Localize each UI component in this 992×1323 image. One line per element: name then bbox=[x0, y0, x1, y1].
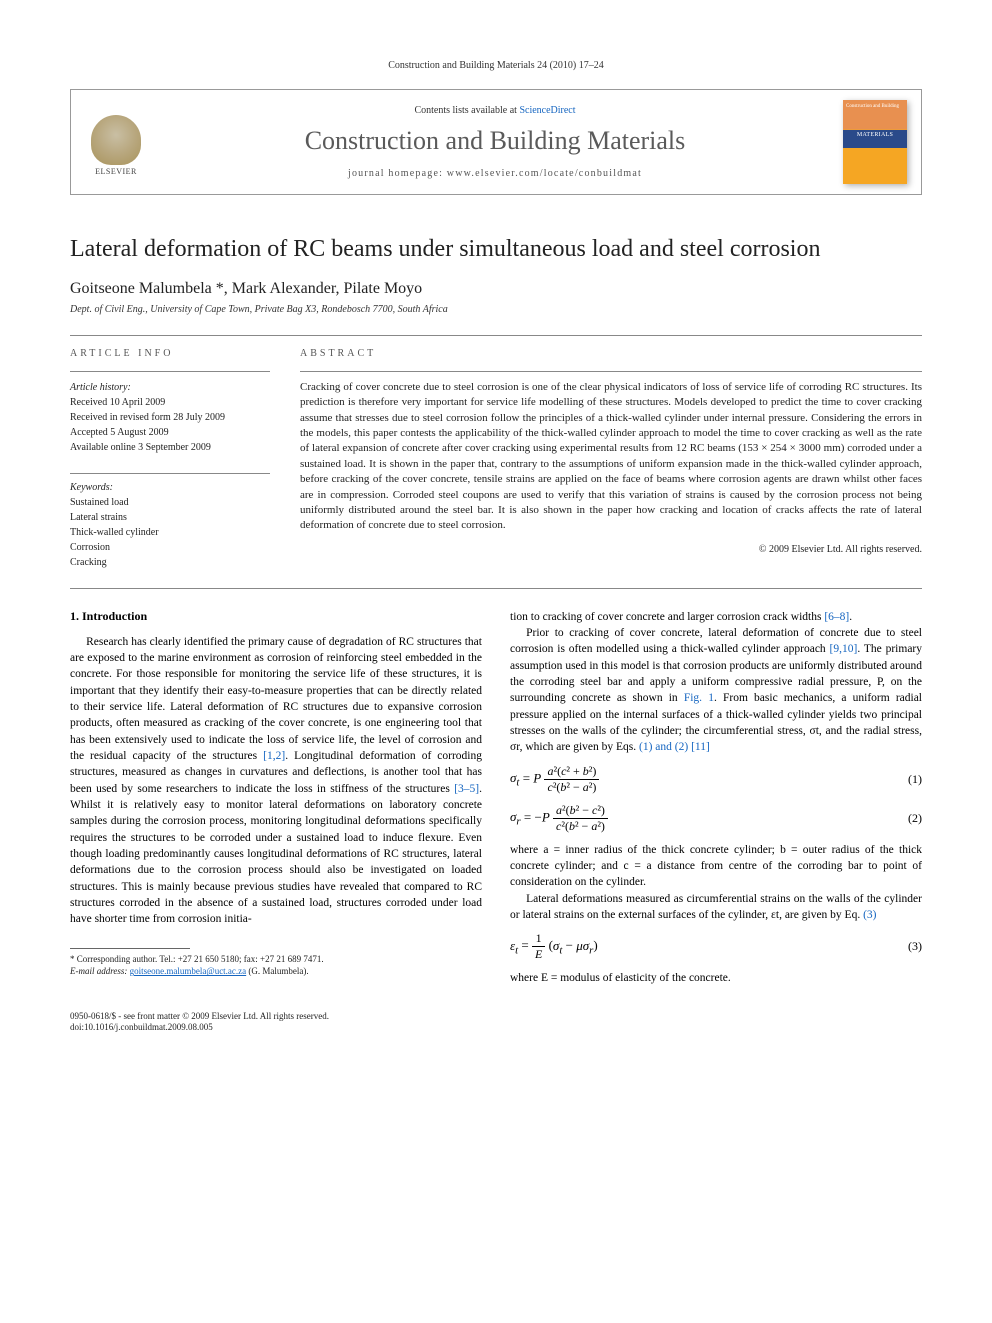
col2-where-2: where E = modulus of elasticity of the c… bbox=[510, 970, 922, 986]
cover-materials-text: MATERIALS bbox=[843, 132, 907, 138]
rule-abs bbox=[300, 371, 922, 372]
keywords-label: Keywords: bbox=[70, 480, 270, 495]
footnote-separator bbox=[70, 948, 190, 949]
text: Research has clearly identified the prim… bbox=[70, 636, 482, 762]
contents-line: Contents lists available at ScienceDirec… bbox=[161, 105, 829, 116]
ref-link[interactable]: (1) and (2) [11] bbox=[639, 741, 710, 753]
eq-number: (2) bbox=[892, 811, 922, 826]
author-list: Goitseone Malumbela *, Mark Alexander, P… bbox=[70, 280, 922, 298]
cover-small-text: Construction and Building bbox=[846, 104, 899, 109]
footer-line-2: doi:10.1016/j.conbuildmat.2009.08.005 bbox=[70, 1022, 922, 1034]
history-revised: Received in revised form 28 July 2009 bbox=[70, 410, 270, 425]
abstract-heading: ABSTRACT bbox=[300, 348, 922, 359]
running-header: Construction and Building Materials 24 (… bbox=[70, 60, 922, 71]
col2-where: where a = inner radius of the thick conc… bbox=[510, 842, 922, 891]
keyword-item: Cracking bbox=[70, 555, 270, 570]
right-column: tion to cracking of cover concrete and l… bbox=[510, 609, 922, 987]
keyword-item: Lateral strains bbox=[70, 510, 270, 525]
col2-para-2: Prior to cracking of cover concrete, lat… bbox=[510, 625, 922, 756]
ref-link[interactable]: [9,10] bbox=[830, 643, 858, 655]
footnote-corr: * Corresponding author. Tel.: +27 21 650… bbox=[70, 953, 482, 966]
affiliation: Dept. of Civil Eng., University of Cape … bbox=[70, 304, 922, 315]
elsevier-label: ELSEVIER bbox=[95, 167, 137, 176]
rule-kw bbox=[70, 473, 270, 474]
left-column: 1. Introduction Research has clearly ide… bbox=[70, 609, 482, 987]
abstract-column: ABSTRACT Cracking of cover concrete due … bbox=[300, 348, 922, 570]
text: tion to cracking of cover concrete and l… bbox=[510, 611, 824, 623]
homepage-prefix: journal homepage: bbox=[348, 168, 447, 179]
author-email-link[interactable]: goitseone.malumbela@uct.ac.za bbox=[130, 966, 247, 976]
journal-cover-thumb: Construction and Building MATERIALS bbox=[843, 100, 907, 184]
history-online: Available online 3 September 2009 bbox=[70, 440, 270, 455]
eq-number: (3) bbox=[892, 939, 922, 954]
section-title: Introduction bbox=[82, 609, 147, 623]
eq-body: σt = P a²(c² + b²)c²(b² − a²) bbox=[510, 764, 892, 795]
article-history: Article history: Received 10 April 2009 … bbox=[70, 380, 270, 455]
article-info-column: ARTICLE INFO Article history: Received 1… bbox=[70, 348, 270, 570]
rule-info bbox=[70, 371, 270, 372]
keyword-item: Thick-walled cylinder bbox=[70, 525, 270, 540]
article-info-heading: ARTICLE INFO bbox=[70, 348, 270, 359]
contents-prefix: Contents lists available at bbox=[414, 105, 519, 116]
abstract-copyright: © 2009 Elsevier Ltd. All rights reserved… bbox=[300, 544, 922, 555]
ref-link[interactable]: [6–8] bbox=[824, 611, 849, 623]
text: . Whilst it is relatively easy to monito… bbox=[70, 783, 482, 926]
footnote-email-line: E-mail address: goitseone.malumbela@uct.… bbox=[70, 965, 482, 978]
eq-body: εt = 1E (σt − μσr) bbox=[510, 931, 892, 962]
email-suffix: (G. Malumbela). bbox=[246, 966, 308, 976]
section-1-heading: 1. Introduction bbox=[70, 609, 482, 624]
page-footer: 0950-0618/$ - see front matter © 2009 El… bbox=[70, 1011, 922, 1034]
rule-bottom-meta bbox=[70, 588, 922, 589]
ref-link[interactable]: [1,2] bbox=[263, 750, 285, 762]
col2-para-1: tion to cracking of cover concrete and l… bbox=[510, 609, 922, 625]
fig-link[interactable]: Fig. 1 bbox=[684, 692, 714, 704]
history-accepted: Accepted 5 August 2009 bbox=[70, 425, 270, 440]
equation-3: εt = 1E (σt − μσr) (3) bbox=[510, 931, 922, 962]
sciencedirect-link[interactable]: ScienceDirect bbox=[519, 105, 575, 116]
journal-header-box: ELSEVIER Contents lists available at Sci… bbox=[70, 89, 922, 195]
elsevier-logo: ELSEVIER bbox=[85, 108, 147, 176]
elsevier-tree-icon bbox=[91, 115, 141, 165]
header-center: Contents lists available at ScienceDirec… bbox=[161, 105, 829, 179]
keyword-item: Corrosion bbox=[70, 540, 270, 555]
rule-top bbox=[70, 335, 922, 336]
ref-link[interactable]: (3) bbox=[863, 909, 876, 921]
article-title: Lateral deformation of RC beams under si… bbox=[70, 235, 922, 264]
eq-number: (1) bbox=[892, 772, 922, 787]
equation-1: σt = P a²(c² + b²)c²(b² − a²) (1) bbox=[510, 764, 922, 795]
journal-name: Construction and Building Materials bbox=[161, 126, 829, 156]
footer-line-1: 0950-0618/$ - see front matter © 2009 El… bbox=[70, 1011, 922, 1023]
email-label: E-mail address: bbox=[70, 966, 130, 976]
equation-2: σr = −P a²(b² − c²)c²(b² − a²) (2) bbox=[510, 803, 922, 834]
section-number: 1. bbox=[70, 609, 79, 623]
abstract-text: Cracking of cover concrete due to steel … bbox=[300, 380, 922, 534]
ref-link[interactable]: [3–5] bbox=[454, 783, 479, 795]
history-received: Received 10 April 2009 bbox=[70, 395, 270, 410]
homepage-url: www.elsevier.com/locate/conbuildmat bbox=[447, 168, 642, 179]
text: Lateral deformations measured as circumf… bbox=[510, 893, 922, 921]
keyword-item: Sustained load bbox=[70, 495, 270, 510]
eq-body: σr = −P a²(b² − c²)c²(b² − a²) bbox=[510, 803, 892, 834]
col2-para-3: Lateral deformations measured as circumf… bbox=[510, 891, 922, 924]
history-label: Article history: bbox=[70, 380, 270, 395]
page: Construction and Building Materials 24 (… bbox=[0, 0, 992, 1074]
homepage-line: journal homepage: www.elsevier.com/locat… bbox=[161, 168, 829, 179]
text: . bbox=[849, 611, 852, 623]
body-columns: 1. Introduction Research has clearly ide… bbox=[70, 609, 922, 987]
corresponding-author-footnote: * Corresponding author. Tel.: +27 21 650… bbox=[70, 953, 482, 978]
keywords-block: Keywords: Sustained load Lateral strains… bbox=[70, 480, 270, 570]
intro-paragraph-1: Research has clearly identified the prim… bbox=[70, 634, 482, 928]
meta-row: ARTICLE INFO Article history: Received 1… bbox=[70, 348, 922, 570]
